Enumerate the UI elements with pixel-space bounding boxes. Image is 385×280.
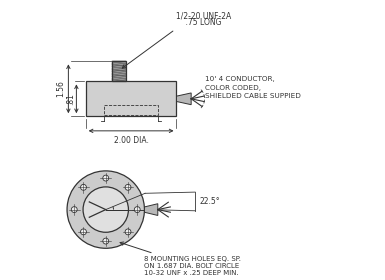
Circle shape <box>71 207 77 213</box>
Bar <box>104 105 158 115</box>
Circle shape <box>80 185 86 190</box>
Circle shape <box>67 171 144 248</box>
Circle shape <box>125 229 131 235</box>
Polygon shape <box>176 93 191 105</box>
Circle shape <box>134 207 140 213</box>
Bar <box>86 81 176 116</box>
Circle shape <box>103 175 109 181</box>
Text: 1.56: 1.56 <box>57 80 65 97</box>
Polygon shape <box>144 204 158 216</box>
Text: 22.5°: 22.5° <box>199 197 220 206</box>
Circle shape <box>83 187 129 232</box>
Bar <box>112 61 126 81</box>
Text: 2.00 DIA.: 2.00 DIA. <box>114 136 149 145</box>
Text: 1/2-20 UNF-2A: 1/2-20 UNF-2A <box>176 11 232 20</box>
Text: .75 LONG: .75 LONG <box>176 18 222 27</box>
Text: 8 MOUNTING HOLES EQ. SP.
ON 1.687 DIA. BOLT CIRCLE
10-32 UNF x .25 DEEP MIN.: 8 MOUNTING HOLES EQ. SP. ON 1.687 DIA. B… <box>120 242 241 276</box>
Circle shape <box>103 238 109 244</box>
Text: 10' 4 CONDUCTOR,
COLOR CODED,
SHIELDED CABLE SUPPIED: 10' 4 CONDUCTOR, COLOR CODED, SHIELDED C… <box>204 76 300 99</box>
Circle shape <box>80 229 86 235</box>
Circle shape <box>125 185 131 190</box>
Text: .81: .81 <box>66 93 75 105</box>
